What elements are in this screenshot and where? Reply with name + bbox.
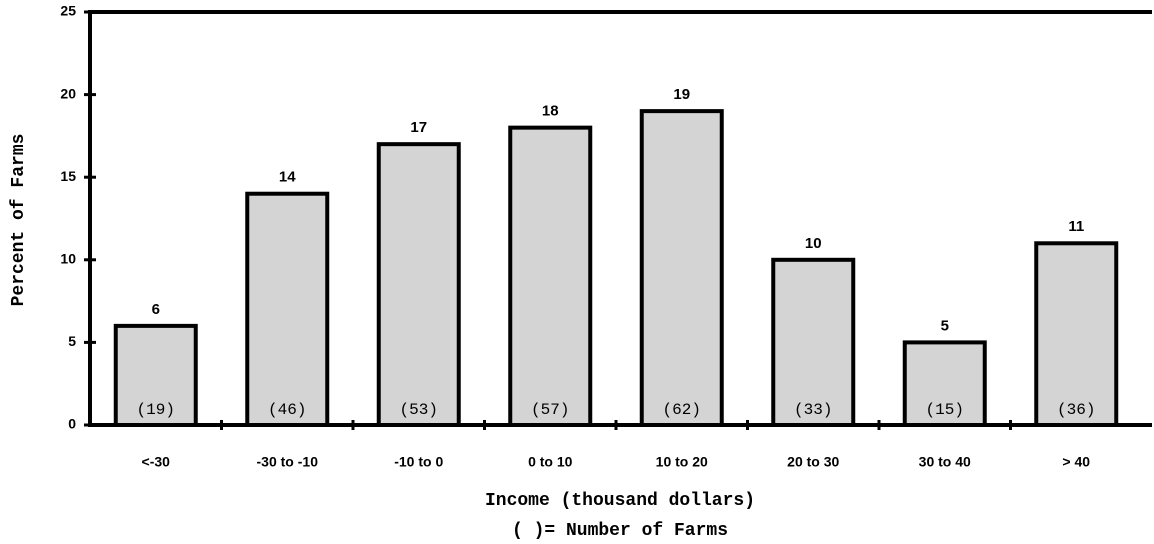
bar [113,323,198,428]
y-tick-label: 25 [60,3,76,19]
count-label: (46) [268,401,306,419]
bar [902,340,987,427]
x-tick-label: 20 to 30 [787,454,839,470]
x-tick-label: -10 to 0 [394,454,443,470]
value-label: 19 [673,86,690,103]
value-label: 10 [805,235,822,252]
x-tick-label: > 40 [1062,454,1090,470]
value-label: 5 [941,317,949,334]
count-label: (57) [531,401,569,419]
x-tick-label: <-30 [142,454,171,470]
value-label: 6 [152,301,160,318]
y-tick-label: 10 [60,251,76,267]
bar [639,109,724,428]
bar [771,257,856,427]
x-tick-label: 0 to 10 [528,454,573,470]
value-label: 11 [1068,218,1084,235]
bar [1034,241,1119,427]
value-label: 17 [410,119,427,136]
x-tick-label: -30 to -10 [257,454,319,470]
y-tick-label: 20 [60,85,76,101]
count-label: (62) [663,401,701,419]
count-label: (36) [1057,401,1095,419]
count-label: (33) [794,401,832,419]
bar [508,125,593,427]
x-tick-label: 10 to 20 [656,454,708,470]
count-label: (15) [926,401,964,419]
y-tick-label: 5 [68,333,76,349]
x-tick-label: 30 to 40 [919,454,971,470]
count-label: (53) [400,401,438,419]
bar [376,142,461,427]
value-label: 14 [279,169,296,186]
value-label: 18 [542,103,559,120]
y-axis-label: Percent of Farms [9,134,29,307]
y-tick-label: 15 [60,168,76,184]
x-axis-label: Income (thousand dollars) [485,491,755,511]
bar [245,191,330,427]
y-tick-label: 0 [68,416,76,432]
note: ( )= Number of Farms [512,521,728,541]
count-label: (19) [137,401,175,419]
